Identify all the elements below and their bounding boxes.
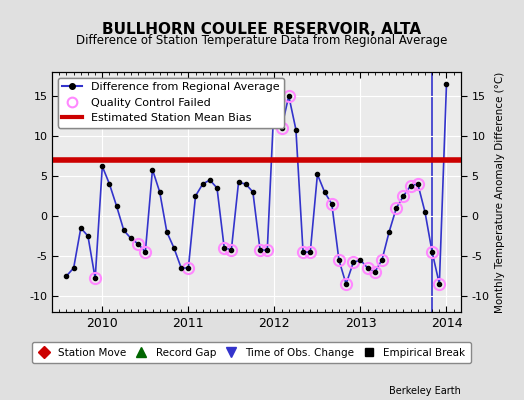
Text: Difference of Station Temperature Data from Regional Average: Difference of Station Temperature Data f… — [77, 34, 447, 47]
Text: Berkeley Earth: Berkeley Earth — [389, 386, 461, 396]
Legend: Difference from Regional Average, Quality Control Failed, Estimated Station Mean: Difference from Regional Average, Qualit… — [58, 78, 285, 128]
Text: BULLHORN COULEE RESERVOIR, ALTA: BULLHORN COULEE RESERVOIR, ALTA — [102, 22, 422, 37]
Y-axis label: Monthly Temperature Anomaly Difference (°C): Monthly Temperature Anomaly Difference (… — [495, 71, 505, 313]
Legend: Station Move, Record Gap, Time of Obs. Change, Empirical Break: Station Move, Record Gap, Time of Obs. C… — [32, 342, 471, 363]
